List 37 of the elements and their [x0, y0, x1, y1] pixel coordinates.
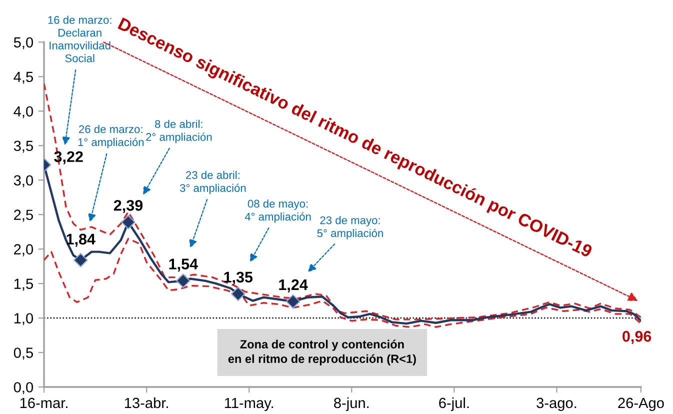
x-tick-label: 11-may. — [224, 398, 274, 412]
point — [230, 286, 246, 302]
x-tick-label: 3-ago. — [536, 398, 576, 412]
point — [73, 252, 88, 268]
annotation: 26 de marzo: 1° ampliación — [78, 124, 144, 148]
y-tick-label: 0,0 — [14, 382, 34, 394]
annotation: 08 de mayo: 4° ampliación — [244, 199, 311, 223]
y-tick-label: 1,5 — [14, 278, 33, 291]
annotation: 23 de mayo: 5° ampliación — [317, 216, 383, 240]
y-tick-label: 4,5 — [14, 72, 33, 84]
point — [286, 294, 300, 309]
data-label: 1,35 — [224, 272, 253, 285]
point — [176, 274, 190, 288]
annotation: 23 de abril: 3° ampliación — [180, 170, 246, 194]
y-tick-label: 5,0 — [14, 37, 34, 50]
y-tick-label: 1,0 — [14, 313, 34, 326]
x-tick-label: 16-mar. — [20, 398, 68, 408]
y-tick-label: 2,5 — [14, 210, 33, 222]
data-label: 1,54 — [169, 258, 198, 272]
y-tick-label: 2,0 — [14, 244, 34, 256]
x-tick-label: 6-jul. — [439, 397, 469, 412]
data-label: 3,22 — [54, 151, 83, 164]
annotation: 8 de abril: 2° ampliación — [146, 120, 212, 144]
data-label: 2,39 — [114, 200, 143, 214]
data-label: 1,84 — [66, 234, 96, 247]
data-label: 1,24 — [279, 279, 308, 292]
annotation: 0,96 — [622, 330, 652, 344]
y-tick-label: 3,5 — [14, 140, 33, 153]
annotation: 16 de marzo: Declaran Inamovilidad Social — [48, 16, 112, 62]
y-tick-label: 3,0 — [14, 175, 34, 188]
x-tick-label: 13-abr. — [124, 397, 168, 408]
point — [121, 215, 136, 230]
y-tick-label: 4,0 — [14, 106, 34, 118]
annotation: Zona de control y contención en el ritmo de reproducción (R<1) — [228, 340, 416, 366]
x-tick-label: 8-jun. — [334, 397, 369, 412]
y-tick-label: 0,5 — [14, 348, 33, 360]
x-tick-label: 26-Ago — [618, 398, 664, 412]
